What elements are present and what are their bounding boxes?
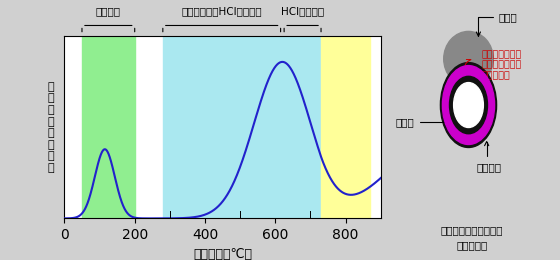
Text: 伝熱管の腐食は
灰中の溶融塩に
起因する。: 伝熱管の腐食は 灰中の溶融塩に 起因する。 (482, 50, 522, 80)
Text: 溶融塩腐食＋HClガス腐食: 溶融塩腐食＋HClガス腐食 (181, 6, 262, 16)
Text: ごみ焼却ボイラ伝熱管: ごみ焼却ボイラ伝熱管 (441, 225, 503, 235)
Y-axis label: 腐
食
に
よ
る
侵
食
度: 腐 食 に よ る 侵 食 度 (47, 82, 54, 173)
Text: イメージ図: イメージ図 (456, 240, 487, 250)
Text: 露点腐食: 露点腐食 (96, 6, 121, 16)
Ellipse shape (444, 31, 493, 86)
Circle shape (454, 83, 483, 127)
Circle shape (442, 66, 494, 145)
Polygon shape (447, 59, 490, 86)
Text: 伝熱管: 伝熱管 (396, 104, 447, 127)
Circle shape (440, 63, 497, 147)
Bar (163, 36, 321, 218)
Bar (321, 36, 370, 218)
Text: HClガス腐食: HClガス腐食 (281, 6, 324, 16)
Text: ζ: ζ (464, 58, 470, 72)
Text: スケール: スケール (477, 141, 502, 172)
Text: 付着灰: 付着灰 (477, 12, 517, 36)
X-axis label: 管壁温度（℃）: 管壁温度（℃） (193, 248, 252, 260)
Circle shape (450, 76, 488, 134)
Bar (82, 36, 135, 218)
